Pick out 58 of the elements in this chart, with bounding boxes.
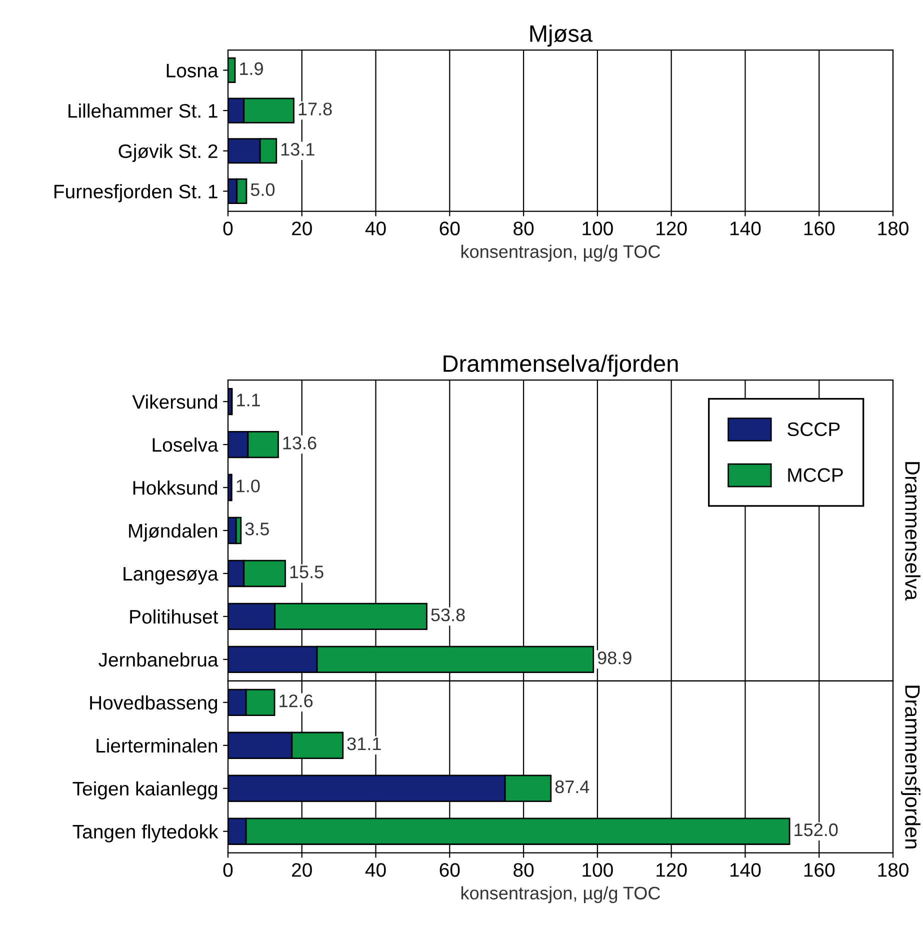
- total-label: 31.1: [347, 737, 381, 750]
- total-label: 87.4: [555, 780, 590, 794]
- y-tick-label: Vikersund: [132, 394, 218, 409]
- y-tick-label: Jernbanebrua: [98, 652, 218, 667]
- y-tick-label: Gjøvik St. 2: [118, 144, 218, 162]
- y-tick-label: Langesøya: [124, 567, 218, 585]
- y-tick-label: Loselva: [152, 437, 218, 452]
- total-label: 3.5: [245, 522, 269, 536]
- x-axis-title: konsentrasjon, µg/g TOC: [461, 886, 660, 904]
- x-tick-label: 160: [804, 222, 835, 236]
- x-tick-label: 140: [730, 222, 761, 236]
- y-tick-label: Teigen kaianlegg: [72, 781, 218, 800]
- text: Drammenselva: [905, 462, 920, 601]
- total-label: 13.6: [283, 436, 316, 450]
- x-tick-label: 140: [730, 863, 761, 877]
- x-tick-label: 0: [223, 863, 233, 877]
- y-tick-label: Politihuset: [130, 609, 218, 624]
- y-tick-label: Mjøndalen: [129, 523, 218, 542]
- x-tick-label: 60: [440, 222, 460, 236]
- chart-title: Mjøsa: [530, 24, 593, 47]
- x-tick-label: 120: [656, 863, 687, 877]
- total-label: 1.9: [240, 62, 263, 76]
- x-axis-title: konsentrasjon, µg/g TOC: [461, 244, 660, 262]
- x-tick-label: 180: [878, 222, 908, 236]
- x-tick-label: 40: [365, 863, 386, 877]
- x-tick-label: 20: [292, 863, 312, 877]
- total-label: 17.8: [298, 102, 332, 116]
- x-tick-label: 80: [514, 863, 534, 877]
- y-tick-label: Furnesfjorden St. 1: [54, 184, 218, 202]
- legend-label: MCCP: [788, 468, 843, 482]
- total-label: 53.8: [431, 608, 465, 622]
- x-tick-label: 180: [878, 863, 908, 877]
- y-tick-label: Lierterminalen: [96, 738, 218, 753]
- y-tick-label: Tangen flytedokk: [72, 824, 218, 842]
- y-tick-label: Hovedbasseng: [90, 695, 218, 714]
- chart-title: Drammenselva/fjorden: [444, 354, 678, 377]
- x-tick-label: 60: [440, 863, 460, 877]
- x-tick-label: 0: [223, 222, 233, 236]
- total-label: 98.9: [598, 651, 632, 664]
- y-tick-label: Hokksund: [133, 480, 218, 495]
- x-tick-label: 40: [365, 222, 386, 236]
- x-tick-label: 100: [582, 222, 613, 236]
- x-tick-label: 100: [582, 863, 613, 877]
- total-label: 1.0: [236, 480, 260, 492]
- total-label: 152.0: [794, 823, 838, 836]
- total-label: 15.5: [290, 566, 324, 578]
- y-tick-label: Lillehammer St. 1: [68, 104, 218, 118]
- total-label: 1.1: [237, 394, 260, 406]
- total-label: 13.1: [281, 142, 314, 156]
- x-tick-label: 160: [804, 863, 835, 877]
- text: Drammensfjorden: [900, 686, 920, 848]
- legend-label: SCCP: [788, 422, 840, 436]
- total-label: 12.6: [280, 694, 313, 708]
- total-label: 5.0: [250, 183, 275, 196]
- y-tick-label: Losna: [166, 64, 218, 78]
- x-tick-label: 80: [514, 222, 534, 236]
- x-tick-label: 20: [292, 222, 312, 236]
- x-tick-label: 120: [656, 222, 687, 236]
